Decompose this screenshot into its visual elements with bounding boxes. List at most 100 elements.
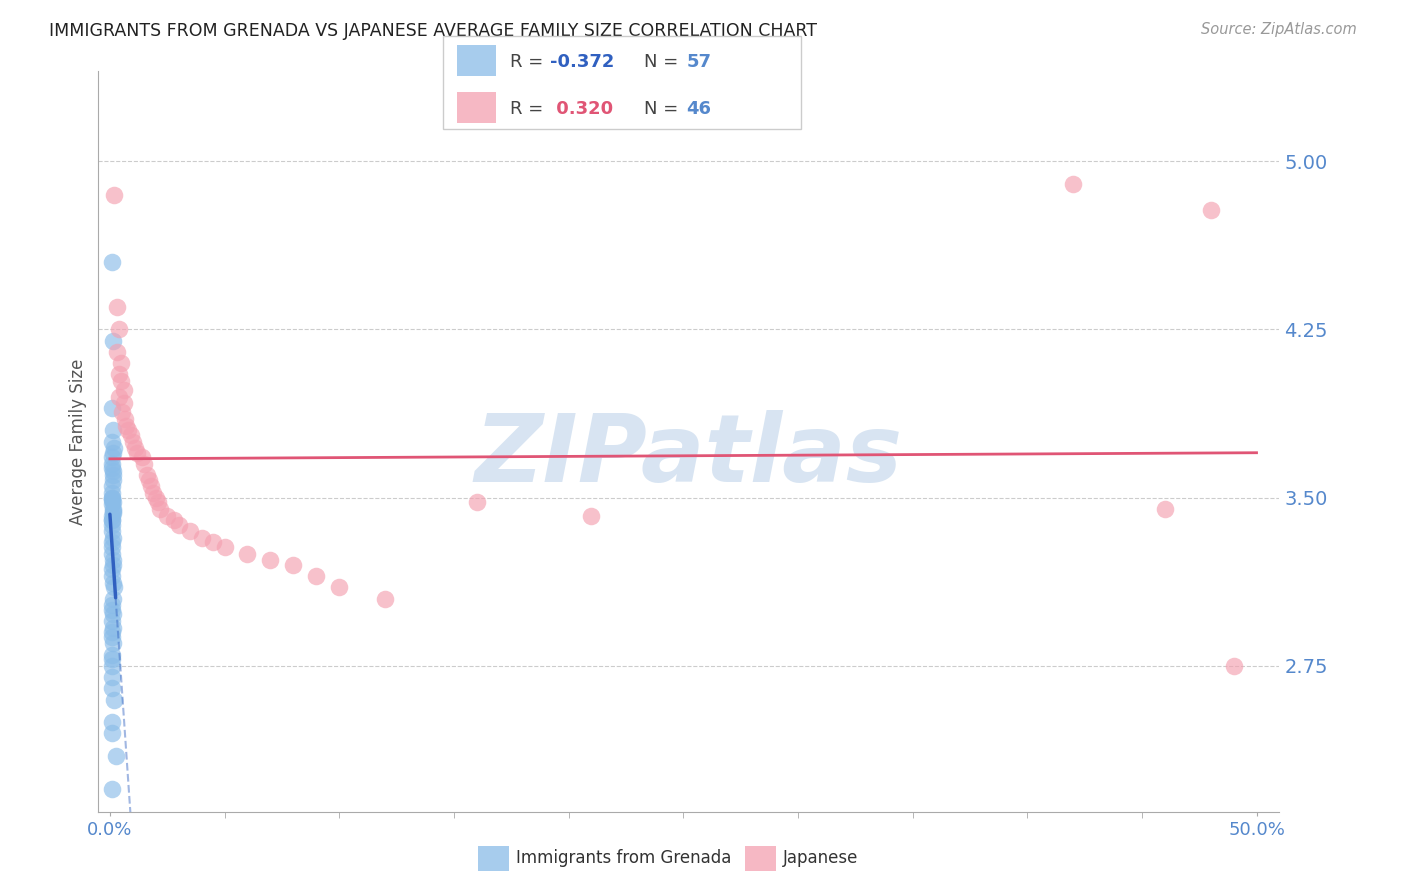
Point bbox=[101, 652, 124, 666]
Point bbox=[101, 614, 124, 628]
Point bbox=[101, 479, 124, 493]
Point bbox=[103, 423, 125, 437]
Point bbox=[101, 464, 124, 478]
Point bbox=[163, 513, 186, 527]
Text: 57: 57 bbox=[686, 53, 711, 70]
Point bbox=[103, 580, 125, 594]
Point bbox=[101, 558, 124, 572]
Point bbox=[117, 423, 139, 437]
Text: 0.320: 0.320 bbox=[550, 100, 613, 118]
Point bbox=[101, 531, 124, 545]
Point bbox=[145, 491, 167, 505]
Point bbox=[101, 473, 124, 487]
Point bbox=[581, 508, 603, 523]
Point bbox=[101, 497, 124, 511]
Text: 46: 46 bbox=[686, 100, 711, 118]
Point bbox=[190, 531, 212, 545]
Point bbox=[103, 692, 125, 706]
Point bbox=[114, 412, 136, 426]
Point bbox=[110, 356, 132, 370]
Point bbox=[101, 569, 124, 583]
Point bbox=[101, 495, 124, 509]
Point bbox=[101, 491, 124, 505]
Text: -0.372: -0.372 bbox=[550, 53, 614, 70]
Text: Source: ZipAtlas.com: Source: ZipAtlas.com bbox=[1201, 22, 1357, 37]
Point bbox=[101, 508, 124, 523]
Point bbox=[100, 492, 122, 507]
Point bbox=[142, 486, 165, 500]
Point bbox=[100, 630, 122, 644]
Point bbox=[101, 434, 124, 449]
Point bbox=[1222, 659, 1244, 673]
Point bbox=[101, 501, 124, 516]
Point bbox=[465, 495, 488, 509]
Point bbox=[101, 540, 124, 554]
Point bbox=[101, 607, 124, 622]
Point bbox=[101, 575, 124, 590]
Point bbox=[134, 457, 156, 471]
Point bbox=[1199, 203, 1222, 218]
Point bbox=[146, 495, 169, 509]
Point bbox=[103, 187, 125, 202]
Text: R =: R = bbox=[510, 100, 550, 118]
Point bbox=[167, 517, 190, 532]
Point bbox=[121, 434, 143, 449]
Point bbox=[112, 396, 135, 410]
Point bbox=[100, 524, 122, 539]
Point bbox=[111, 405, 134, 419]
Point bbox=[101, 782, 124, 797]
Point bbox=[110, 374, 132, 388]
Y-axis label: Average Family Size: Average Family Size bbox=[69, 359, 87, 524]
Point bbox=[108, 322, 131, 336]
Point bbox=[101, 446, 124, 460]
Point bbox=[105, 300, 128, 314]
Point bbox=[179, 524, 201, 539]
Point bbox=[101, 547, 124, 561]
Text: ZIPatlas: ZIPatlas bbox=[475, 410, 903, 502]
Point bbox=[374, 591, 396, 606]
Point bbox=[236, 547, 259, 561]
Point bbox=[101, 457, 124, 471]
Point bbox=[103, 442, 125, 456]
Point bbox=[101, 591, 124, 606]
Point bbox=[100, 659, 122, 673]
Point bbox=[149, 501, 172, 516]
Point bbox=[156, 508, 179, 523]
Point bbox=[202, 535, 225, 549]
Point bbox=[101, 670, 124, 684]
Point bbox=[101, 603, 124, 617]
Text: Japanese: Japanese bbox=[783, 849, 859, 867]
Point bbox=[101, 535, 124, 549]
Point bbox=[101, 491, 124, 505]
Point bbox=[141, 479, 163, 493]
Point bbox=[1062, 177, 1084, 191]
Text: R =: R = bbox=[510, 53, 550, 70]
Point bbox=[305, 569, 328, 583]
Text: N =: N = bbox=[644, 100, 683, 118]
Point bbox=[101, 461, 124, 475]
Point bbox=[1153, 501, 1175, 516]
Point bbox=[101, 506, 124, 520]
Point bbox=[124, 442, 146, 456]
Point bbox=[283, 558, 305, 572]
Point bbox=[104, 748, 127, 763]
Point bbox=[101, 517, 124, 532]
Point bbox=[101, 255, 124, 269]
Point bbox=[100, 714, 122, 729]
Point bbox=[103, 636, 125, 650]
Point bbox=[100, 401, 122, 415]
Point bbox=[108, 368, 131, 382]
Point bbox=[108, 390, 131, 404]
Point bbox=[100, 599, 122, 613]
Point bbox=[101, 625, 124, 640]
Point bbox=[103, 553, 125, 567]
Point bbox=[101, 562, 124, 576]
Point bbox=[120, 427, 142, 442]
Point bbox=[135, 468, 157, 483]
Point bbox=[214, 540, 236, 554]
Point bbox=[101, 513, 124, 527]
Point bbox=[101, 726, 124, 740]
Point bbox=[131, 450, 153, 465]
Point bbox=[101, 681, 124, 696]
Point bbox=[101, 621, 124, 635]
